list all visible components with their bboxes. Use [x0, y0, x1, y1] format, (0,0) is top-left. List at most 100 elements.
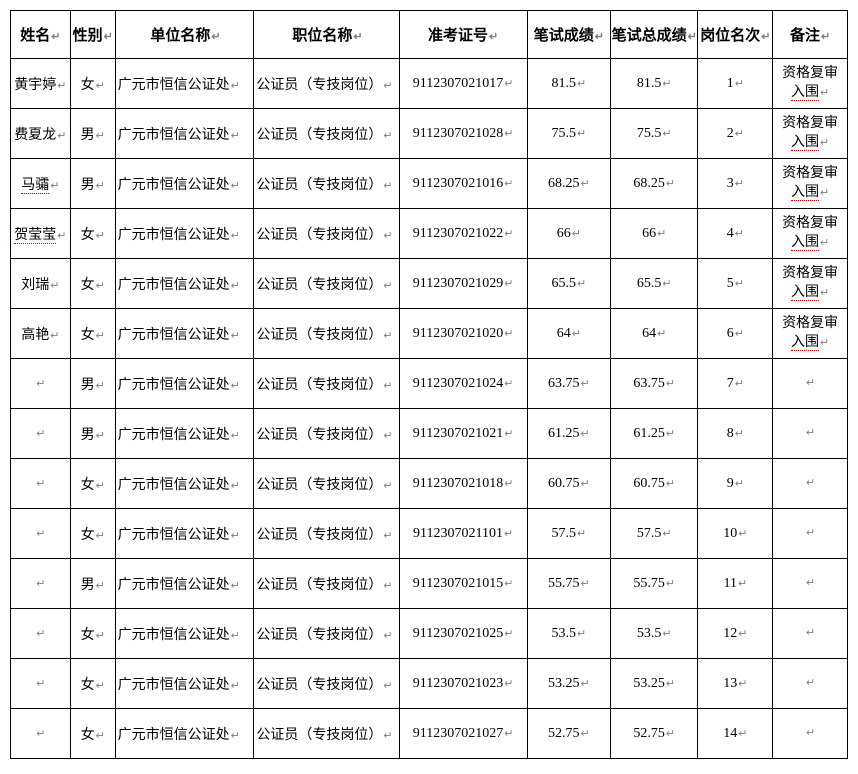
cell-score1: 57.5↵: [527, 509, 610, 559]
cell-rank: 6↵: [698, 309, 773, 359]
cell-org: 广元市恒信公证处↵: [115, 409, 254, 459]
cell-rank: 11↵: [698, 559, 773, 609]
cell-gender: 女↵: [70, 709, 115, 759]
cell-pos: 公证员（专技岗位）↵: [254, 659, 399, 709]
score-table: 姓名↵ 性别↵ 单位名称↵ 职位名称↵ 准考证号↵ 笔试成绩↵ 笔试总成绩↵ 岗…: [10, 10, 848, 759]
table-row: ↵男↵广元市恒信公证处↵公证员（专技岗位）↵9112307021024↵63.7…: [11, 359, 848, 409]
cell-gender: 男↵: [70, 559, 115, 609]
cell-name: ↵: [11, 459, 71, 509]
cell-remark: ↵: [773, 559, 848, 609]
cell-pos: 公证员（专技岗位）↵: [254, 159, 399, 209]
cell-exam: 9112307021015↵: [399, 559, 527, 609]
cell-remark: ↵: [773, 609, 848, 659]
cell-pos: 公证员（专技岗位）↵: [254, 309, 399, 359]
cell-exam: 9112307021027↵: [399, 709, 527, 759]
cell-score1: 55.75↵: [527, 559, 610, 609]
header-score2: 笔试总成绩↵: [610, 11, 698, 59]
cell-score1: 68.25↵: [527, 159, 610, 209]
cell-name: 马骦↵: [11, 159, 71, 209]
cell-org: 广元市恒信公证处↵: [115, 509, 254, 559]
cell-gender: 女↵: [70, 509, 115, 559]
cell-exam: 9112307021021↵: [399, 409, 527, 459]
cell-pos: 公证员（专技岗位）↵: [254, 259, 399, 309]
header-pos: 职位名称↵: [254, 11, 399, 59]
table-row: ↵女↵广元市恒信公证处↵公证员（专技岗位）↵9112307021101↵57.5…: [11, 509, 848, 559]
table-row: 高艳↵女↵广元市恒信公证处↵公证员（专技岗位）↵9112307021020↵64…: [11, 309, 848, 359]
cell-remark: ↵: [773, 709, 848, 759]
table-row: ↵女↵广元市恒信公证处↵公证员（专技岗位）↵9112307021025↵53.5…: [11, 609, 848, 659]
cell-remark: ↵: [773, 359, 848, 409]
table-row: ↵女↵广元市恒信公证处↵公证员（专技岗位）↵9112307021023↵53.2…: [11, 659, 848, 709]
cell-score2: 66↵: [610, 209, 698, 259]
cell-score1: 63.75↵: [527, 359, 610, 409]
cell-rank: 10↵: [698, 509, 773, 559]
cell-gender: 男↵: [70, 159, 115, 209]
cell-exam: 9112307021017↵: [399, 59, 527, 109]
table-body: 黄宇婷↵女↵广元市恒信公证处↵公证员（专技岗位）↵9112307021017↵8…: [11, 59, 848, 759]
header-name: 姓名↵: [11, 11, 71, 59]
cell-org: 广元市恒信公证处↵: [115, 259, 254, 309]
cell-score2: 65.5↵: [610, 259, 698, 309]
cell-exam: 9112307021016↵: [399, 159, 527, 209]
cell-pos: 公证员（专技岗位）↵: [254, 459, 399, 509]
cell-exam: 9112307021101↵: [399, 509, 527, 559]
cell-score1: 81.5↵: [527, 59, 610, 109]
cell-score1: 52.75↵: [527, 709, 610, 759]
cell-gender: 女↵: [70, 459, 115, 509]
cell-name: 费夏龙↵: [11, 109, 71, 159]
cell-score1: 66↵: [527, 209, 610, 259]
cell-name: ↵: [11, 609, 71, 659]
cell-org: 广元市恒信公证处↵: [115, 109, 254, 159]
table-row: ↵女↵广元市恒信公证处↵公证员（专技岗位）↵9112307021018↵60.7…: [11, 459, 848, 509]
cell-name: 高艳↵: [11, 309, 71, 359]
cell-exam: 9112307021028↵: [399, 109, 527, 159]
cell-score2: 61.25↵: [610, 409, 698, 459]
cell-gender: 女↵: [70, 609, 115, 659]
cell-name: ↵: [11, 359, 71, 409]
cell-gender: 男↵: [70, 409, 115, 459]
cell-name: 黄宇婷↵: [11, 59, 71, 109]
cell-remark: ↵: [773, 659, 848, 709]
cell-exam: 9112307021018↵: [399, 459, 527, 509]
cell-rank: 4↵: [698, 209, 773, 259]
cell-rank: 8↵: [698, 409, 773, 459]
cell-score2: 57.5↵: [610, 509, 698, 559]
cell-name: ↵: [11, 659, 71, 709]
header-rank: 岗位名次↵: [698, 11, 773, 59]
cell-name: 贺莹莹↵: [11, 209, 71, 259]
cell-remark: 资格复审入围↵: [773, 59, 848, 109]
cell-score2: 53.5↵: [610, 609, 698, 659]
table-row: ↵男↵广元市恒信公证处↵公证员（专技岗位）↵9112307021021↵61.2…: [11, 409, 848, 459]
cell-remark: 资格复审入围↵: [773, 209, 848, 259]
cell-exam: 9112307021022↵: [399, 209, 527, 259]
table-row: 贺莹莹↵女↵广元市恒信公证处↵公证员（专技岗位）↵9112307021022↵6…: [11, 209, 848, 259]
cell-exam: 9112307021020↵: [399, 309, 527, 359]
cell-org: 广元市恒信公证处↵: [115, 659, 254, 709]
cell-org: 广元市恒信公证处↵: [115, 309, 254, 359]
cell-name: 刘瑞↵: [11, 259, 71, 309]
cell-org: 广元市恒信公证处↵: [115, 159, 254, 209]
cell-score2: 68.25↵: [610, 159, 698, 209]
cell-remark: 资格复审入围↵: [773, 309, 848, 359]
cell-rank: 5↵: [698, 259, 773, 309]
cell-pos: 公证员（专技岗位）↵: [254, 59, 399, 109]
table-row: 费夏龙↵男↵广元市恒信公证处↵公证员（专技岗位）↵9112307021028↵7…: [11, 109, 848, 159]
cell-score1: 53.5↵: [527, 609, 610, 659]
cell-score2: 55.75↵: [610, 559, 698, 609]
cell-exam: 9112307021029↵: [399, 259, 527, 309]
cell-remark: 资格复审入围↵: [773, 259, 848, 309]
cell-rank: 9↵: [698, 459, 773, 509]
cell-name: ↵: [11, 559, 71, 609]
cell-score1: 53.25↵: [527, 659, 610, 709]
cell-pos: 公证员（专技岗位）↵: [254, 709, 399, 759]
cell-gender: 女↵: [70, 59, 115, 109]
cell-remark: ↵: [773, 459, 848, 509]
cell-gender: 男↵: [70, 109, 115, 159]
cell-org: 广元市恒信公证处↵: [115, 709, 254, 759]
cell-org: 广元市恒信公证处↵: [115, 59, 254, 109]
cell-pos: 公证员（专技岗位）↵: [254, 559, 399, 609]
cell-remark: ↵: [773, 509, 848, 559]
cell-pos: 公证员（专技岗位）↵: [254, 509, 399, 559]
cell-rank: 14↵: [698, 709, 773, 759]
cell-score1: 64↵: [527, 309, 610, 359]
